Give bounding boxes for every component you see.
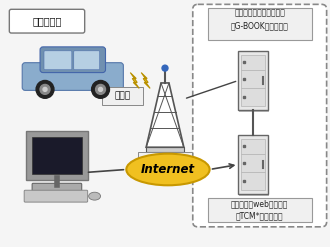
Polygon shape	[141, 73, 150, 88]
FancyBboxPatch shape	[24, 190, 88, 202]
Circle shape	[92, 81, 110, 98]
FancyBboxPatch shape	[238, 51, 268, 110]
Polygon shape	[146, 83, 184, 147]
FancyBboxPatch shape	[239, 53, 269, 112]
Ellipse shape	[89, 192, 101, 200]
FancyBboxPatch shape	[193, 4, 327, 227]
Circle shape	[162, 65, 168, 71]
FancyBboxPatch shape	[9, 9, 85, 33]
Polygon shape	[130, 73, 139, 88]
FancyBboxPatch shape	[102, 87, 143, 105]
Text: Internet: Internet	[141, 163, 195, 176]
FancyBboxPatch shape	[44, 51, 72, 70]
FancyBboxPatch shape	[146, 147, 184, 152]
FancyBboxPatch shape	[241, 139, 265, 190]
FancyBboxPatch shape	[239, 137, 269, 196]
Text: リース車両: リース車両	[32, 16, 62, 26]
Text: 携帯通信: 携帯通信	[154, 158, 176, 166]
FancyBboxPatch shape	[22, 63, 123, 90]
Text: お客様向けwebシステム
（TCM*サポート）: お客様向けwebシステム （TCM*サポート）	[231, 199, 288, 221]
FancyBboxPatch shape	[26, 131, 88, 180]
FancyBboxPatch shape	[74, 51, 100, 70]
FancyBboxPatch shape	[32, 183, 82, 191]
Circle shape	[96, 84, 106, 94]
Circle shape	[99, 87, 103, 91]
FancyBboxPatch shape	[238, 135, 268, 194]
FancyBboxPatch shape	[208, 198, 312, 222]
Ellipse shape	[126, 154, 210, 185]
FancyBboxPatch shape	[208, 8, 312, 40]
Text: テレマティクスセンター
（G-BOOKセンター）: テレマティクスセンター （G-BOOKセンター）	[231, 8, 289, 30]
Circle shape	[43, 87, 47, 91]
Circle shape	[40, 84, 50, 94]
FancyBboxPatch shape	[40, 47, 106, 73]
FancyBboxPatch shape	[241, 55, 265, 106]
FancyBboxPatch shape	[138, 152, 192, 172]
FancyBboxPatch shape	[32, 137, 82, 174]
Text: 車載機: 車載機	[114, 92, 130, 101]
Circle shape	[36, 81, 54, 98]
